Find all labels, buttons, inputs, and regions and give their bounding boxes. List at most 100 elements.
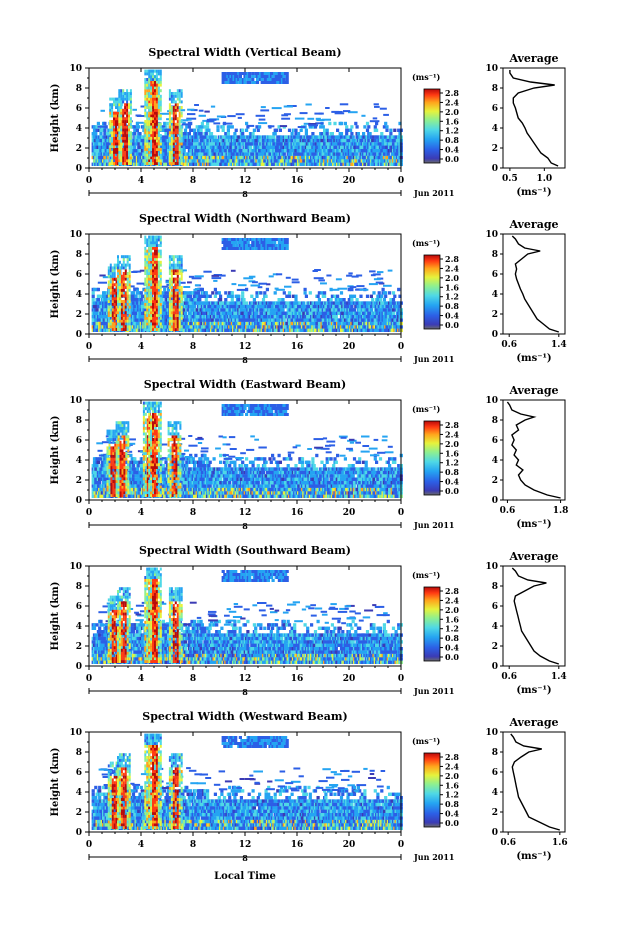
heatmap-cell [229, 81, 233, 84]
heatmap-cell [157, 89, 160, 93]
heatmap-cell [113, 122, 115, 126]
heatmap-cell [124, 117, 127, 121]
heatmap-cell [183, 311, 188, 315]
heatmap-cell [124, 111, 127, 115]
heatmap-cell [129, 131, 132, 135]
heatmap-cell [150, 162, 153, 165]
heatmap-cell [144, 139, 147, 143]
heatmap-cell [243, 78, 247, 81]
heatmap-cell [282, 318, 286, 322]
heatmap-cell [126, 100, 129, 104]
heatmap-cell [150, 148, 153, 151]
heatmap-cell [129, 136, 132, 140]
profile-y-tick-label: 10 [485, 64, 498, 74]
heatmap-cell [120, 139, 123, 143]
heatmap-cell [273, 291, 277, 295]
heatmap-cell [122, 156, 125, 160]
heatmap-cell [142, 142, 146, 146]
heatmap-cell [144, 159, 147, 163]
heatmap-cell [154, 148, 156, 151]
heatmap-cell [260, 78, 264, 81]
heatmap-cell [155, 92, 158, 95]
heatmap-cell [170, 106, 173, 109]
heatmap-cell [215, 149, 219, 153]
heatmap-cell [237, 294, 241, 298]
heatmap-cell [154, 83, 156, 87]
heatmap-cell [148, 106, 151, 109]
heatmap-cell [113, 128, 115, 132]
heatmap-cell [307, 117, 315, 120]
heatmap-cell [180, 159, 183, 163]
heatmap-cell [129, 120, 132, 123]
heatmap-cell [155, 108, 158, 112]
heatmap-cell [111, 153, 114, 157]
heatmap-cell [316, 149, 320, 153]
heatmap-cell [280, 145, 284, 149]
heatmap-cell [161, 145, 165, 149]
heatmap-cell [155, 142, 158, 146]
heatmap-cell [148, 122, 151, 126]
heatmap-cell [94, 149, 98, 153]
profile-line [509, 70, 559, 167]
heatmap-cell [250, 294, 254, 298]
heatmap-cell [172, 142, 175, 146]
heatmap-cell [155, 80, 158, 84]
heatmap-cell [178, 122, 181, 126]
heatmap-cell [148, 148, 151, 151]
heatmap-cell [362, 132, 366, 136]
heatmap-cell [170, 139, 173, 143]
heatmap-cell [168, 139, 171, 143]
heatmap-cell [157, 128, 160, 132]
heatmap-cell [300, 162, 305, 166]
heatmap-cell [115, 150, 117, 154]
heatmap-cell [155, 136, 158, 140]
heatmap-cell [226, 128, 230, 132]
heatmap-cell [157, 80, 160, 84]
heatmap-cell [176, 145, 179, 149]
heatmap-cell [252, 128, 256, 132]
heatmap-cell [221, 128, 225, 132]
heatmap-cell [159, 142, 162, 146]
heatmap-cell [208, 142, 212, 146]
heatmap-cell [255, 114, 266, 117]
heatmap-cell [285, 72, 289, 75]
heatmap-cell [118, 108, 121, 112]
heatmap-cell [157, 134, 160, 137]
heatmap-cell [124, 136, 127, 140]
heatmap-cell [134, 149, 138, 153]
heatmap-cell [142, 145, 146, 149]
heatmap-cell [336, 128, 340, 132]
heatmap-cell [159, 159, 162, 163]
heatmap-cell [163, 121, 167, 126]
heatmap-cell [333, 121, 337, 126]
heatmap-cell [146, 120, 149, 123]
heatmap-cell [313, 125, 318, 129]
heatmap-cell [118, 128, 121, 132]
heatmap-cell [144, 128, 147, 132]
heatmap-cell [115, 125, 117, 129]
heatmap-cell [168, 134, 171, 137]
heatmap-cell [169, 121, 173, 126]
heatmap-cell [135, 138, 139, 143]
heatmap-cell [154, 139, 156, 143]
heatmap-cell [124, 106, 127, 109]
heatmap-cell [385, 125, 389, 129]
heatmap-cell [168, 142, 171, 146]
heatmap-cell [193, 304, 197, 309]
heatmap-cell [251, 78, 255, 81]
heatmap-cell [159, 156, 162, 160]
heatmap-cell [168, 156, 171, 160]
heatmap-cell [178, 114, 181, 118]
heatmap-cell [111, 114, 114, 118]
heatmap-cell [118, 117, 121, 121]
heatmap-cell [278, 128, 282, 132]
heatmap-cell [111, 142, 114, 146]
heatmap-cell [154, 106, 156, 109]
heatmap-cell [144, 89, 147, 93]
heatmap-cell [221, 125, 225, 129]
heatmap-cell [118, 97, 121, 101]
heatmap-cell [176, 153, 179, 157]
heatmap-cell [150, 72, 153, 76]
heatmap-cell [128, 142, 130, 146]
heatmap-cell [148, 108, 151, 112]
